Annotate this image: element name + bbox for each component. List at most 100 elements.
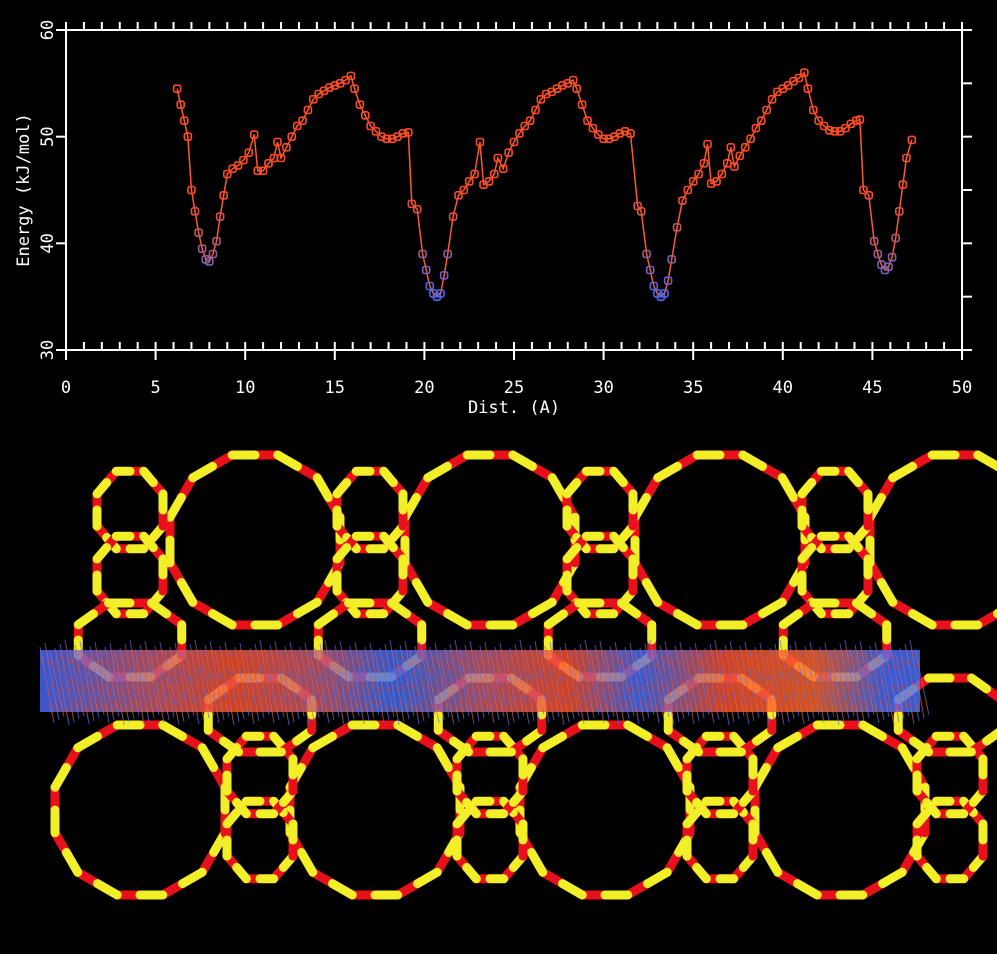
trajectory-stroke bbox=[569, 651, 585, 725]
trajectory-stroke bbox=[139, 644, 155, 719]
energy-marker bbox=[588, 123, 598, 133]
energy-marker bbox=[615, 129, 625, 138]
energy-marker bbox=[642, 249, 651, 259]
trajectory-stroke bbox=[794, 640, 810, 722]
trajectory-stroke bbox=[784, 648, 800, 717]
trajectory-stroke bbox=[379, 647, 395, 718]
si-bond bbox=[423, 461, 452, 483]
trajectory-stroke bbox=[849, 648, 865, 722]
trajectory-stroke bbox=[529, 644, 545, 716]
energy-marker bbox=[678, 196, 687, 205]
trajectory-stroke bbox=[729, 640, 745, 717]
trajectory-stroke bbox=[324, 639, 340, 718]
si-bond bbox=[692, 862, 711, 884]
trajectory-stroke bbox=[899, 647, 915, 725]
trajectory-stroke bbox=[909, 639, 925, 719]
si-bond bbox=[912, 808, 932, 829]
si-bond bbox=[858, 720, 888, 741]
trajectory-stroke bbox=[424, 650, 440, 724]
trajectory-stroke bbox=[669, 649, 685, 720]
energy-marker bbox=[762, 105, 771, 115]
trajectory-stroke bbox=[289, 641, 305, 717]
trajectory-stroke bbox=[824, 642, 840, 726]
si-bond bbox=[692, 797, 711, 819]
y-tick-label: 30 bbox=[38, 340, 58, 360]
trajectory-stroke bbox=[599, 640, 615, 718]
trajectory-stroke bbox=[39, 646, 55, 724]
si-bond bbox=[982, 728, 997, 746]
energy-marker bbox=[475, 137, 485, 147]
trajectory-stroke bbox=[159, 641, 175, 718]
trajectory-stroke bbox=[84, 649, 100, 719]
energy-marker bbox=[190, 207, 200, 216]
trajectory-stroke bbox=[874, 641, 890, 718]
trajectory-stroke bbox=[689, 646, 705, 719]
energy-marker bbox=[239, 155, 248, 165]
trajectory-stroke bbox=[554, 650, 570, 723]
x-tick-label: 5 bbox=[150, 378, 160, 398]
trajectory-stroke bbox=[369, 642, 385, 724]
energy-marker bbox=[282, 143, 291, 152]
trajectory-stroke bbox=[484, 641, 500, 721]
energy-marker bbox=[509, 137, 519, 147]
si-bond bbox=[682, 808, 702, 829]
energy-marker bbox=[421, 265, 431, 275]
trajectory-stroke bbox=[409, 649, 425, 722]
energy-marker bbox=[767, 95, 777, 104]
trajectory-stroke bbox=[699, 651, 715, 724]
trajectory-stroke bbox=[244, 651, 260, 722]
si-bond bbox=[92, 879, 122, 900]
energy-marker bbox=[663, 276, 673, 285]
energy-marker bbox=[672, 223, 682, 232]
trajectory-stroke bbox=[209, 640, 225, 721]
energy-marker bbox=[407, 199, 417, 209]
energy-marker bbox=[794, 73, 804, 83]
trajectory-stroke bbox=[614, 641, 630, 720]
trajectory-stroke bbox=[859, 640, 875, 716]
trajectory-stroke bbox=[314, 647, 330, 724]
trajectory-stroke bbox=[549, 641, 565, 726]
trajectory-stroke bbox=[804, 645, 820, 716]
trajectory-stroke bbox=[219, 645, 235, 726]
trajectory-stroke bbox=[344, 649, 360, 717]
energy-marker bbox=[577, 100, 587, 109]
trajectory-stroke bbox=[509, 647, 525, 717]
trajectory-stroke bbox=[264, 648, 280, 721]
energy-marker bbox=[699, 159, 709, 168]
trajectory-stroke bbox=[739, 645, 755, 722]
si-bond bbox=[158, 720, 188, 741]
si-bond bbox=[232, 862, 251, 884]
si-bond bbox=[973, 450, 997, 471]
si-bond bbox=[792, 879, 822, 900]
si-bond bbox=[379, 531, 398, 553]
trajectory-stroke bbox=[129, 639, 145, 725]
energy-marker bbox=[887, 252, 897, 262]
energy-marker bbox=[855, 115, 865, 124]
energy-marker bbox=[869, 236, 879, 246]
trajectory-stroke bbox=[839, 643, 855, 717]
energy-marker bbox=[808, 105, 818, 115]
energy-marker bbox=[249, 130, 259, 139]
si-bond bbox=[269, 731, 288, 753]
energy-marker bbox=[377, 132, 386, 141]
energy-marker bbox=[464, 177, 474, 186]
trajectory-stroke bbox=[114, 651, 130, 723]
si-bond bbox=[778, 609, 803, 630]
si-bond bbox=[411, 578, 433, 607]
si-bond bbox=[562, 543, 582, 564]
trajectory-stroke bbox=[304, 642, 320, 719]
energy-marker bbox=[604, 134, 614, 144]
energy-marker bbox=[179, 116, 189, 125]
energy-marker bbox=[645, 265, 655, 275]
energy-marker bbox=[176, 100, 185, 109]
trajectory-stroke bbox=[284, 645, 300, 720]
trajectory-stroke bbox=[374, 651, 390, 721]
energy-marker bbox=[382, 134, 392, 144]
si-bond bbox=[623, 720, 653, 741]
trajectory-stroke bbox=[814, 650, 830, 721]
trajectory-stroke bbox=[534, 640, 550, 724]
trajectory-stroke bbox=[144, 640, 160, 716]
energy-marker bbox=[258, 166, 268, 176]
energy-marker bbox=[626, 129, 635, 138]
trajectory-stroke bbox=[444, 647, 460, 723]
